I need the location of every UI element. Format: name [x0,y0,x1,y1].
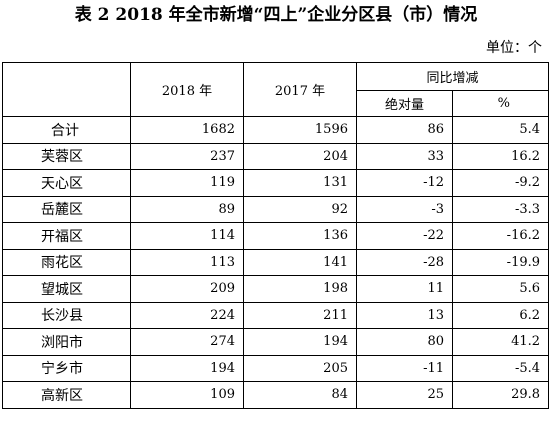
cell-2018: 114 [130,222,244,250]
cell-2018: 119 [130,169,244,197]
cell-pct: 29.8 [451,381,550,409]
cell-pct: 5.6 [451,275,550,303]
row-name: 高新区 [2,381,131,409]
header-2018: 2018 年 [130,62,244,117]
unit-label: 单位：个 [486,40,542,56]
row-name: 长沙县 [2,301,131,329]
cell-2018: 274 [130,328,244,356]
header-empty-cell [2,62,131,117]
row-name: 天心区 [2,169,131,197]
cell-2018: 109 [130,381,244,409]
cell-abs: -11 [356,354,453,382]
table-row: 芙蓉区 237 204 33 16.2 [2,142,550,170]
header-yoy-change: 同比增减 [355,62,550,91]
table-row: 长沙县 224 211 13 6.2 [2,301,550,329]
cell-2018: 237 [130,142,244,170]
row-name: 开福区 [2,222,131,250]
cell-2018: 1682 [130,116,244,144]
cell-2018: 209 [130,275,244,303]
cell-abs: 80 [356,328,453,356]
cell-2017: 92 [243,195,357,223]
cell-pct: -3.3 [451,195,550,223]
cell-abs: 33 [356,142,453,170]
header-percent: % [451,90,550,117]
row-name: 望城区 [2,275,131,303]
cell-2017: 198 [243,275,357,303]
cell-pct: 41.2 [451,328,550,356]
header-row-1: 2018 年 2017 年 同比增减 [2,62,550,117]
cell-2017: 141 [243,248,357,276]
cell-pct: 16.2 [451,142,550,170]
header-2017: 2017 年 [243,62,357,117]
table-row: 望城区 209 198 11 5.6 [2,275,550,303]
cell-2018: 224 [130,301,244,329]
header-row-2: 绝对量 % [3,90,550,117]
cell-pct: -16.2 [451,222,550,250]
cell-abs: 86 [356,116,453,144]
cell-abs: 25 [356,381,453,409]
row-name: 合计 [2,116,131,144]
cell-2017: 194 [243,328,357,356]
row-name: 雨花区 [2,248,131,276]
cell-2017: 205 [243,354,357,382]
row-name: 浏阳市 [2,328,131,356]
cell-pct: -9.2 [451,169,550,197]
cell-2017: 136 [243,222,357,250]
table-row: 浏阳市 274 194 80 41.2 [2,328,550,356]
cell-2017: 204 [243,142,357,170]
cell-pct: -5.4 [451,354,550,382]
header-absolute: 绝对量 [356,90,453,117]
cell-2017: 211 [243,301,357,329]
row-name: 芙蓉区 [2,142,131,170]
cell-pct: 5.4 [451,116,550,144]
cell-2017: 131 [243,169,357,197]
cell-pct: -19.9 [451,248,550,276]
table-row: 天心区 119 131 -12 -9.2 [2,169,550,197]
cell-2018: 89 [130,195,244,223]
cell-abs: -28 [356,248,453,276]
cell-abs: -22 [356,222,453,250]
cell-abs: 13 [356,301,453,329]
table-row: 高新区 109 84 25 29.8 [2,381,550,409]
table-row: 岳麓区 89 92 -3 -3.3 [2,195,550,223]
cell-abs: -12 [356,169,453,197]
cell-pct: 6.2 [451,301,550,329]
row-name: 岳麓区 [2,195,131,223]
table-row: 宁乡市 194 205 -11 -5.4 [2,354,550,382]
cell-2018: 113 [130,248,244,276]
row-name: 宁乡市 [2,354,131,382]
table-row: 雨花区 113 141 -28 -19.9 [2,248,550,276]
table-row-total: 合计 1682 1596 86 5.4 [2,116,550,144]
cell-abs: 11 [356,275,453,303]
cell-2017: 84 [243,381,357,409]
table-title: 表 2 2018 年全市新增“四上”企业分区县（市）情况 [74,5,478,25]
cell-abs: -3 [356,195,453,223]
table-row: 开福区 114 136 -22 -16.2 [2,222,550,250]
statistics-table: 2018 年 2017 年 同比增减 绝对量 % 合计 1682 1596 86… [2,62,550,409]
cell-2018: 194 [130,354,244,382]
cell-2017: 1596 [243,116,357,144]
